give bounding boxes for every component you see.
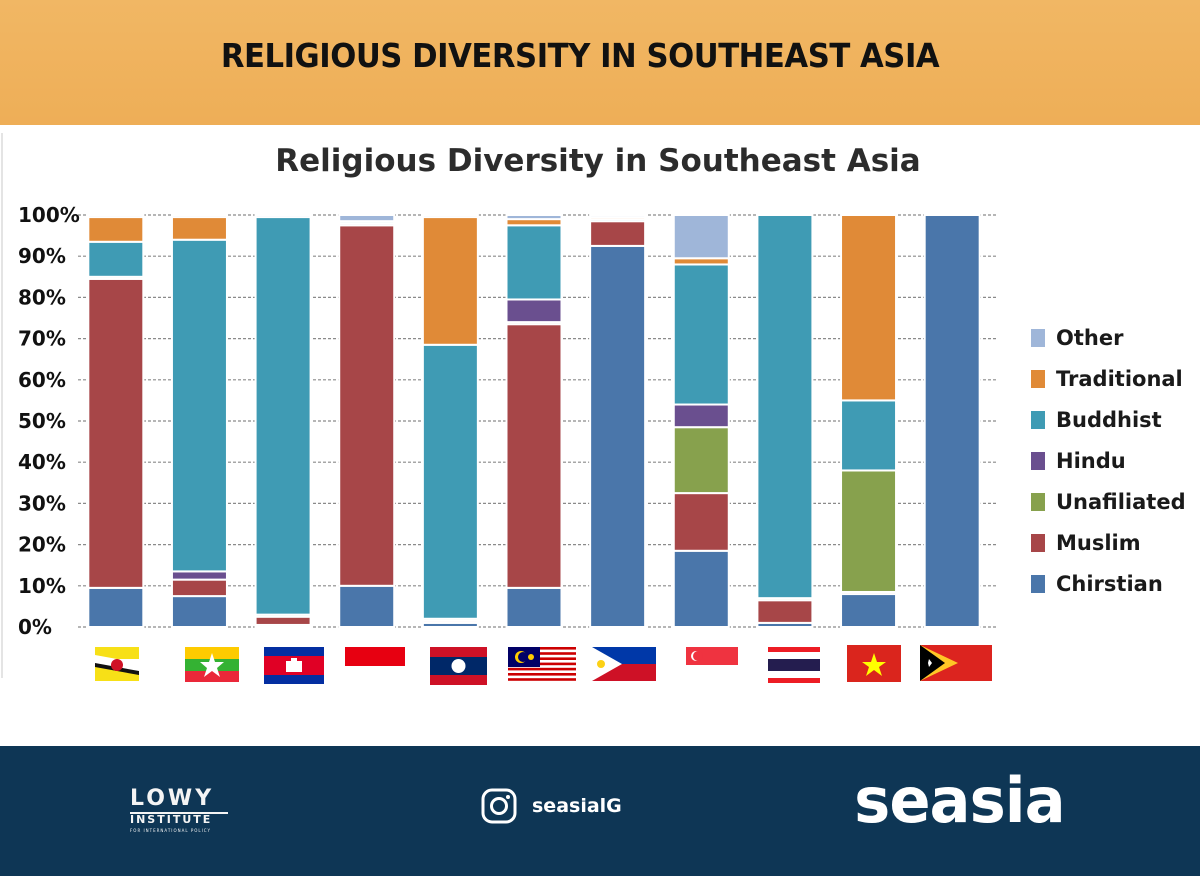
bar-segment [170,578,228,598]
logo-lowy-text: LOWY [130,786,215,811]
legend-label: Hindu [1056,449,1126,473]
chart-frame-edge [1,133,3,678]
flag-singapore [686,647,738,669]
bar-segment [338,224,396,587]
bar-segment [840,469,898,593]
flag-indonesia [345,647,405,670]
y-tick-label: 30% [18,491,66,515]
bar-segment [923,214,981,628]
bar-segment [254,615,312,626]
bars-layer [87,214,981,629]
bar-segment [672,403,730,429]
bar-segment [87,586,145,628]
flag-timor-leste [920,645,992,681]
y-tick-label: 100% [18,203,80,227]
bar-segment [170,238,228,573]
chart-title: Religious Diversity in Southeast Asia [275,143,920,179]
flag-philippines [592,647,656,681]
bar-segment [756,214,814,600]
legend: Other Traditional Buddhist Hindu Unafiliated… [1031,326,1186,596]
bar-segment [421,343,479,620]
bar-segment [338,214,396,223]
legend-swatch [1031,493,1045,511]
bar-segment [840,399,898,472]
bar-segment [87,240,145,278]
bar-segment [505,323,563,589]
flag-thailand [768,647,820,683]
lowy-institute-logo: LOWY INSTITUTE FOR INTERNATIONAL POLICY [130,788,240,833]
bar-segment [170,595,228,629]
bar-segment [421,214,479,219]
flag-vietnam [847,645,901,682]
bar-segment [589,244,647,629]
bar-segment [170,570,228,581]
bar-segment [170,216,228,241]
bar-segment [505,298,563,324]
bar-segment [840,593,898,629]
flag-laos [430,647,487,685]
logo-tagline: FOR INTERNATIONAL POLICY [130,828,211,833]
bar-segment [672,492,730,552]
bar-segment [254,216,312,616]
bar-segment [505,214,563,221]
bar-segment [421,216,479,346]
legend-label: Buddhist [1056,408,1162,432]
y-tick-label: 40% [18,450,66,474]
y-tick-label: 50% [18,409,66,433]
flag-brunei [95,647,139,681]
social-handle-group[interactable]: seasialG [480,786,622,826]
legend-label: Other [1056,326,1124,350]
y-tick-label: 10% [18,574,66,598]
y-tick-label: 70% [18,327,66,351]
bar-segment [505,586,563,628]
bar-segment [87,216,145,243]
legend-swatch [1031,370,1045,388]
bar-segment [87,214,145,219]
legend-swatch [1031,534,1045,552]
bar-segment [338,584,396,628]
bar-segment [589,220,647,247]
y-tick-label: 60% [18,368,66,392]
bar-segment [254,214,312,219]
instagram-icon[interactable] [480,787,518,825]
legend-swatch [1031,452,1045,470]
bar-segment [672,263,730,406]
y-axis: 0% 10% 20% 30% 40% 50% 60% 70% 80% 90% 100% [18,203,80,639]
legend-label: Muslim [1056,531,1141,555]
legend-label: Unafiliated [1056,490,1186,514]
flag-cambodia [264,647,324,684]
brand-logo: seasia [854,764,1065,837]
legend-swatch [1031,411,1045,429]
bar-segment [672,549,730,628]
bar-segment [756,599,814,624]
social-handle[interactable]: seasialG [532,795,622,817]
header-band: RELIGIOUS DIVERSITY IN SOUTHEAST ASIA [0,0,1200,125]
bar-segment [170,214,228,219]
y-tick-label: 20% [18,533,66,557]
legend-label: Chirstian [1056,572,1163,596]
legend-swatch [1031,329,1045,347]
bar-segment [840,214,898,402]
page-title: RELIGIOUS DIVERSITY IN SOUTHEAST ASIA [220,36,940,75]
footer-band: LOWY INSTITUTE FOR INTERNATIONAL POLICY … [0,746,1200,876]
legend-label: Traditional [1056,367,1183,391]
stacked-bar-chart: Religious Diversity in Southeast Asia 0%… [0,125,1200,747]
y-tick-label: 80% [18,285,66,309]
bar-segment [672,426,730,495]
y-tick-label: 90% [18,244,66,268]
bar-segment [87,277,145,589]
bar-segment [589,214,647,219]
legend-swatch [1031,575,1045,593]
flag-myanmar [185,647,239,682]
logo-institute-text: INSTITUTE [130,813,213,826]
bar-segment [672,214,730,260]
y-tick-label: 0% [18,615,52,639]
flag-malaysia [508,647,576,683]
chart-panel: Religious Diversity in Southeast Asia 0%… [0,125,1200,747]
logo-rule [130,812,228,814]
bar-segment [505,224,563,301]
